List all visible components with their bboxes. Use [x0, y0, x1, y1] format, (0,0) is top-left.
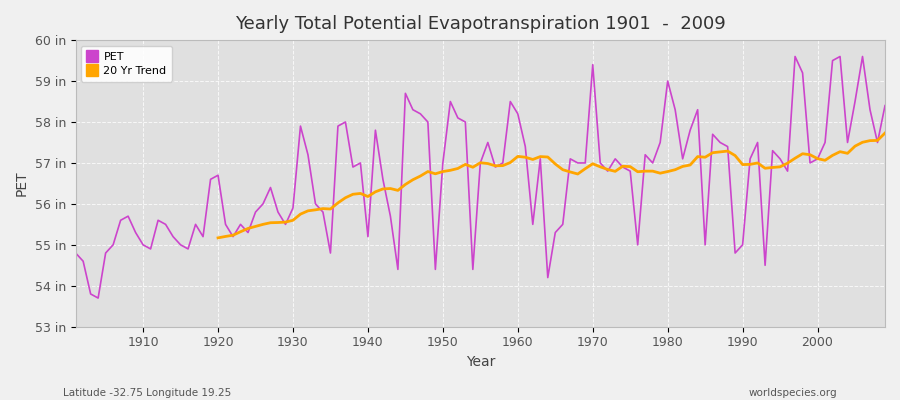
Text: Latitude -32.75 Longitude 19.25: Latitude -32.75 Longitude 19.25 — [63, 388, 231, 398]
PET — [610, 156, 621, 161]
PET — [70, 251, 81, 256]
20 Yr Trend — [879, 131, 890, 136]
20 Yr Trend — [415, 174, 426, 178]
Y-axis label: PET: PET — [15, 171, 29, 196]
X-axis label: Year: Year — [465, 355, 495, 369]
Text: worldspecies.org: worldspecies.org — [749, 388, 837, 398]
PET — [138, 242, 148, 247]
PET — [879, 103, 890, 108]
PET — [347, 165, 358, 170]
Title: Yearly Total Potential Evapotranspiration 1901  -  2009: Yearly Total Potential Evapotranspiratio… — [235, 15, 725, 33]
Line: PET: PET — [76, 56, 885, 298]
20 Yr Trend — [782, 161, 793, 166]
Legend: PET, 20 Yr Trend: PET, 20 Yr Trend — [81, 46, 172, 82]
Line: 20 Yr Trend: 20 Yr Trend — [218, 133, 885, 238]
20 Yr Trend — [678, 164, 688, 169]
PET — [93, 296, 104, 300]
PET — [789, 54, 800, 59]
20 Yr Trend — [767, 165, 778, 170]
20 Yr Trend — [212, 236, 223, 240]
PET — [520, 144, 531, 149]
PET — [512, 112, 523, 116]
PET — [302, 152, 313, 157]
20 Yr Trend — [850, 144, 860, 148]
20 Yr Trend — [302, 208, 313, 213]
